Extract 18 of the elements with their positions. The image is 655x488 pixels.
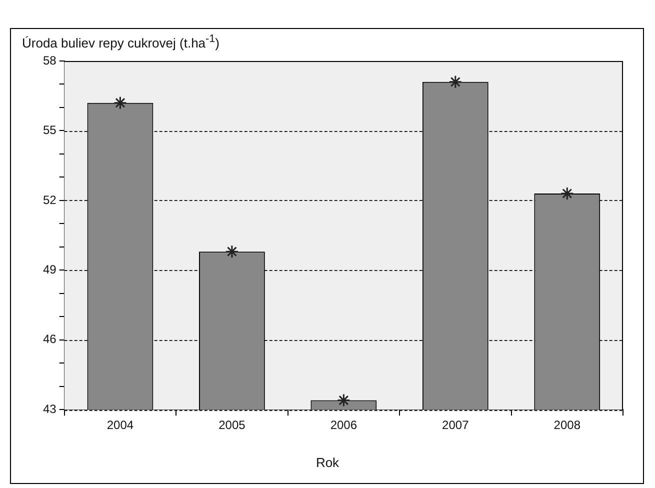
point xyxy=(225,244,239,258)
y-tick-label: 52 xyxy=(42,192,57,207)
point xyxy=(113,96,127,110)
y-tick-label: 58 xyxy=(42,53,57,68)
x-tick-label: 2004 xyxy=(106,418,134,432)
point xyxy=(560,186,574,200)
y-tick-label: 49 xyxy=(42,262,57,276)
x-tick-label: 2007 xyxy=(442,418,470,432)
x-axis-title: Rok xyxy=(314,455,340,470)
x-tick-label: 2005 xyxy=(218,418,246,432)
x-tick-label: 2008 xyxy=(554,418,581,432)
y-axis-title: Úroda buliev repy cukrovej (t.ha$^{-1}$) xyxy=(22,33,220,50)
y-tick-label: 55 xyxy=(42,123,57,138)
y-tick-label: 43 xyxy=(42,402,57,416)
point xyxy=(336,394,350,408)
point xyxy=(448,75,462,89)
x-tick-label: 2006 xyxy=(330,418,358,432)
y-tick-label: 46 xyxy=(42,332,57,346)
